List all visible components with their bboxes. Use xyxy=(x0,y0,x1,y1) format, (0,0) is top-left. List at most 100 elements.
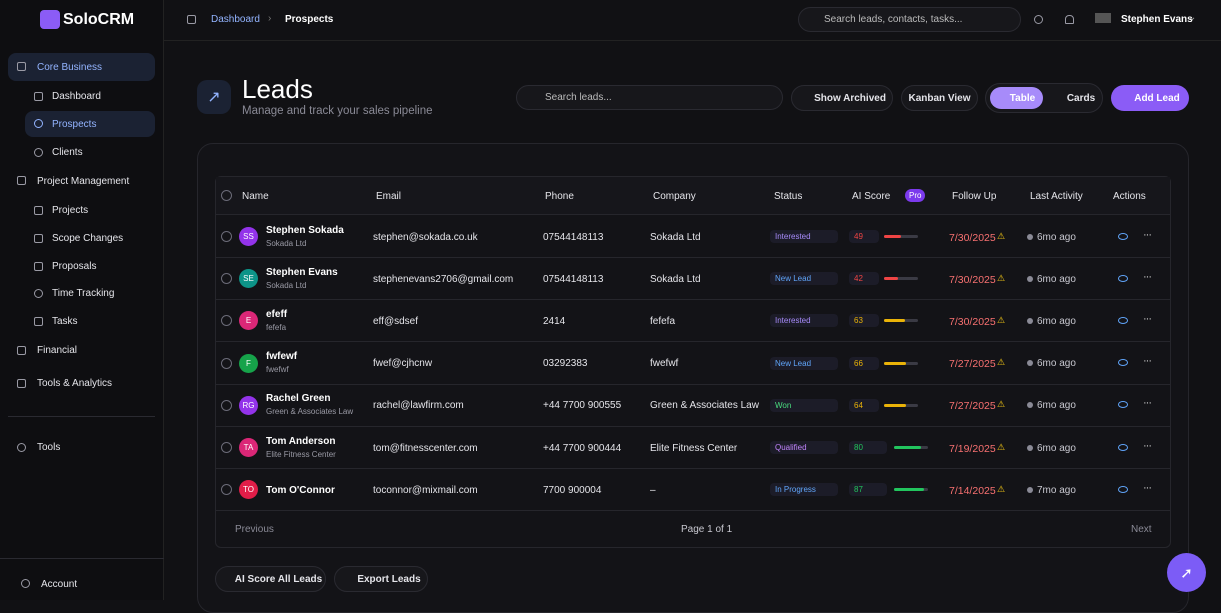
logo xyxy=(40,10,60,29)
ai-score: 64 xyxy=(849,398,879,412)
more-icon[interactable]: ··· xyxy=(1143,355,1152,368)
company: Sokada Ltd xyxy=(650,231,701,243)
view-icon[interactable] xyxy=(1118,232,1128,240)
more-icon[interactable]: ··· xyxy=(1143,439,1152,452)
lead-name[interactable]: Tom Anderson xyxy=(266,435,336,447)
nav-item[interactable]: Scope Changes xyxy=(52,233,124,244)
section-active[interactable] xyxy=(8,53,155,81)
follow-up: 7/30/2025 xyxy=(949,231,996,244)
page-icon: ↗ xyxy=(197,80,231,114)
nav-item[interactable]: Prospects xyxy=(52,119,97,130)
checkbox[interactable] xyxy=(221,315,232,327)
status: Qualified xyxy=(770,441,838,454)
checkbox[interactable] xyxy=(221,357,232,369)
company: fwefwf xyxy=(650,358,679,370)
nav-section[interactable]: Project Management xyxy=(37,176,130,187)
follow-up: 7/27/2025 xyxy=(949,358,996,371)
checkbox[interactable] xyxy=(221,231,232,242)
avatar: F xyxy=(239,353,258,373)
user-name[interactable]: Stephen Evans xyxy=(1121,14,1193,25)
ai-score: 49 xyxy=(849,230,879,243)
view-icon[interactable] xyxy=(1118,485,1128,493)
lead-name[interactable]: fwfewf xyxy=(266,351,298,363)
activity-dot xyxy=(1027,275,1033,282)
nav-section[interactable]: Core Business xyxy=(37,62,103,73)
avatar: TO xyxy=(239,480,258,500)
nav-item[interactable]: Proposals xyxy=(52,261,97,272)
company: Sokada Ltd xyxy=(650,273,701,285)
phone: 2414 xyxy=(543,315,566,327)
column-header: Phone xyxy=(545,191,574,202)
company: – xyxy=(650,484,656,496)
nav-active[interactable] xyxy=(25,111,155,137)
row-divider xyxy=(216,425,1170,427)
last-activity: 6mo ago xyxy=(1037,400,1076,412)
nav-item[interactable]: Clients xyxy=(52,147,83,158)
separator: › xyxy=(268,13,272,24)
button[interactable]: Kanban View xyxy=(901,85,978,111)
header-row xyxy=(216,177,1170,215)
lead-name[interactable]: Stephen Sokada xyxy=(266,224,344,236)
lead-name[interactable]: Rachel Green xyxy=(266,393,331,405)
view-icon[interactable] xyxy=(1118,316,1128,324)
avatar: E xyxy=(239,311,258,331)
checkbox[interactable] xyxy=(221,484,232,496)
nav-section[interactable]: Tools & Analytics xyxy=(37,378,113,389)
pagination-next[interactable]: Next xyxy=(1131,524,1152,535)
global-search[interactable] xyxy=(798,7,1021,32)
nav-item[interactable]: Projects xyxy=(52,205,89,216)
column-header: Email xyxy=(376,191,402,202)
company: fefefa xyxy=(650,315,676,327)
view-icon[interactable] xyxy=(1118,443,1128,451)
breadcrumb[interactable]: Dashboard xyxy=(211,14,260,25)
chevron[interactable]: ⌄ xyxy=(1188,12,1197,23)
checkbox[interactable] xyxy=(221,442,232,453)
pagination-info: Page 1 of 1 xyxy=(681,524,733,535)
button[interactable]: Export Leads xyxy=(334,566,428,592)
button[interactable]: AI Score All Leads xyxy=(215,566,326,592)
view-icon[interactable] xyxy=(1118,274,1128,282)
fab[interactable]: ➚ xyxy=(1167,553,1206,592)
view-icon[interactable] xyxy=(1118,401,1128,409)
nav-item[interactable]: Tasks xyxy=(52,316,78,327)
avatar[interactable] xyxy=(1095,13,1111,23)
button[interactable]: Table xyxy=(990,87,1043,109)
phone: +44 7700 900555 xyxy=(543,400,622,412)
checkbox[interactable] xyxy=(221,190,232,201)
last-activity: 6mo ago xyxy=(1037,442,1076,454)
lead-name[interactable]: efeff xyxy=(266,308,288,320)
nav-item[interactable]: Dashboard xyxy=(52,91,101,102)
avatar: TA xyxy=(239,438,258,457)
lead-name[interactable]: Stephen Evans xyxy=(266,266,338,278)
checkbox[interactable] xyxy=(221,273,232,285)
button[interactable]: Show Archived xyxy=(791,85,893,111)
activity-dot xyxy=(1027,444,1033,451)
more-icon[interactable]: ··· xyxy=(1143,228,1152,241)
last-activity: 6mo ago xyxy=(1037,273,1076,285)
button[interactable]: Add Lead xyxy=(1111,85,1189,111)
nav-section[interactable]: Tools xyxy=(37,442,61,453)
search-placeholder: Search leads, contacts, tasks... xyxy=(824,14,963,25)
status-label: Qualified xyxy=(775,443,807,452)
last-activity: 6mo ago xyxy=(1037,315,1076,327)
nav-item[interactable]: Time Tracking xyxy=(52,288,115,299)
score-bar xyxy=(884,361,907,365)
pagination-prev[interactable]: Previous xyxy=(235,524,274,535)
follow-up: 7/30/2025 xyxy=(949,315,996,328)
more-icon[interactable]: ··· xyxy=(1143,312,1152,325)
more-icon[interactable]: ··· xyxy=(1143,481,1152,494)
checkbox[interactable] xyxy=(221,399,232,411)
button[interactable]: Cards xyxy=(1066,92,1096,104)
page-title: Leads xyxy=(242,74,313,104)
view-icon[interactable] xyxy=(1118,359,1128,367)
lead-name[interactable]: Tom O'Connor xyxy=(266,484,335,496)
more-icon[interactable]: ··· xyxy=(1143,270,1152,283)
avatar: SS xyxy=(239,227,258,246)
status: New Lead xyxy=(770,356,838,370)
follow-up: 7/30/2025 xyxy=(949,273,996,286)
nav-section[interactable]: Financial xyxy=(37,345,78,356)
lead-search[interactable] xyxy=(516,85,783,110)
account[interactable]: Account xyxy=(41,579,78,590)
more-icon[interactable]: ··· xyxy=(1143,397,1152,410)
score-bar xyxy=(894,446,922,449)
